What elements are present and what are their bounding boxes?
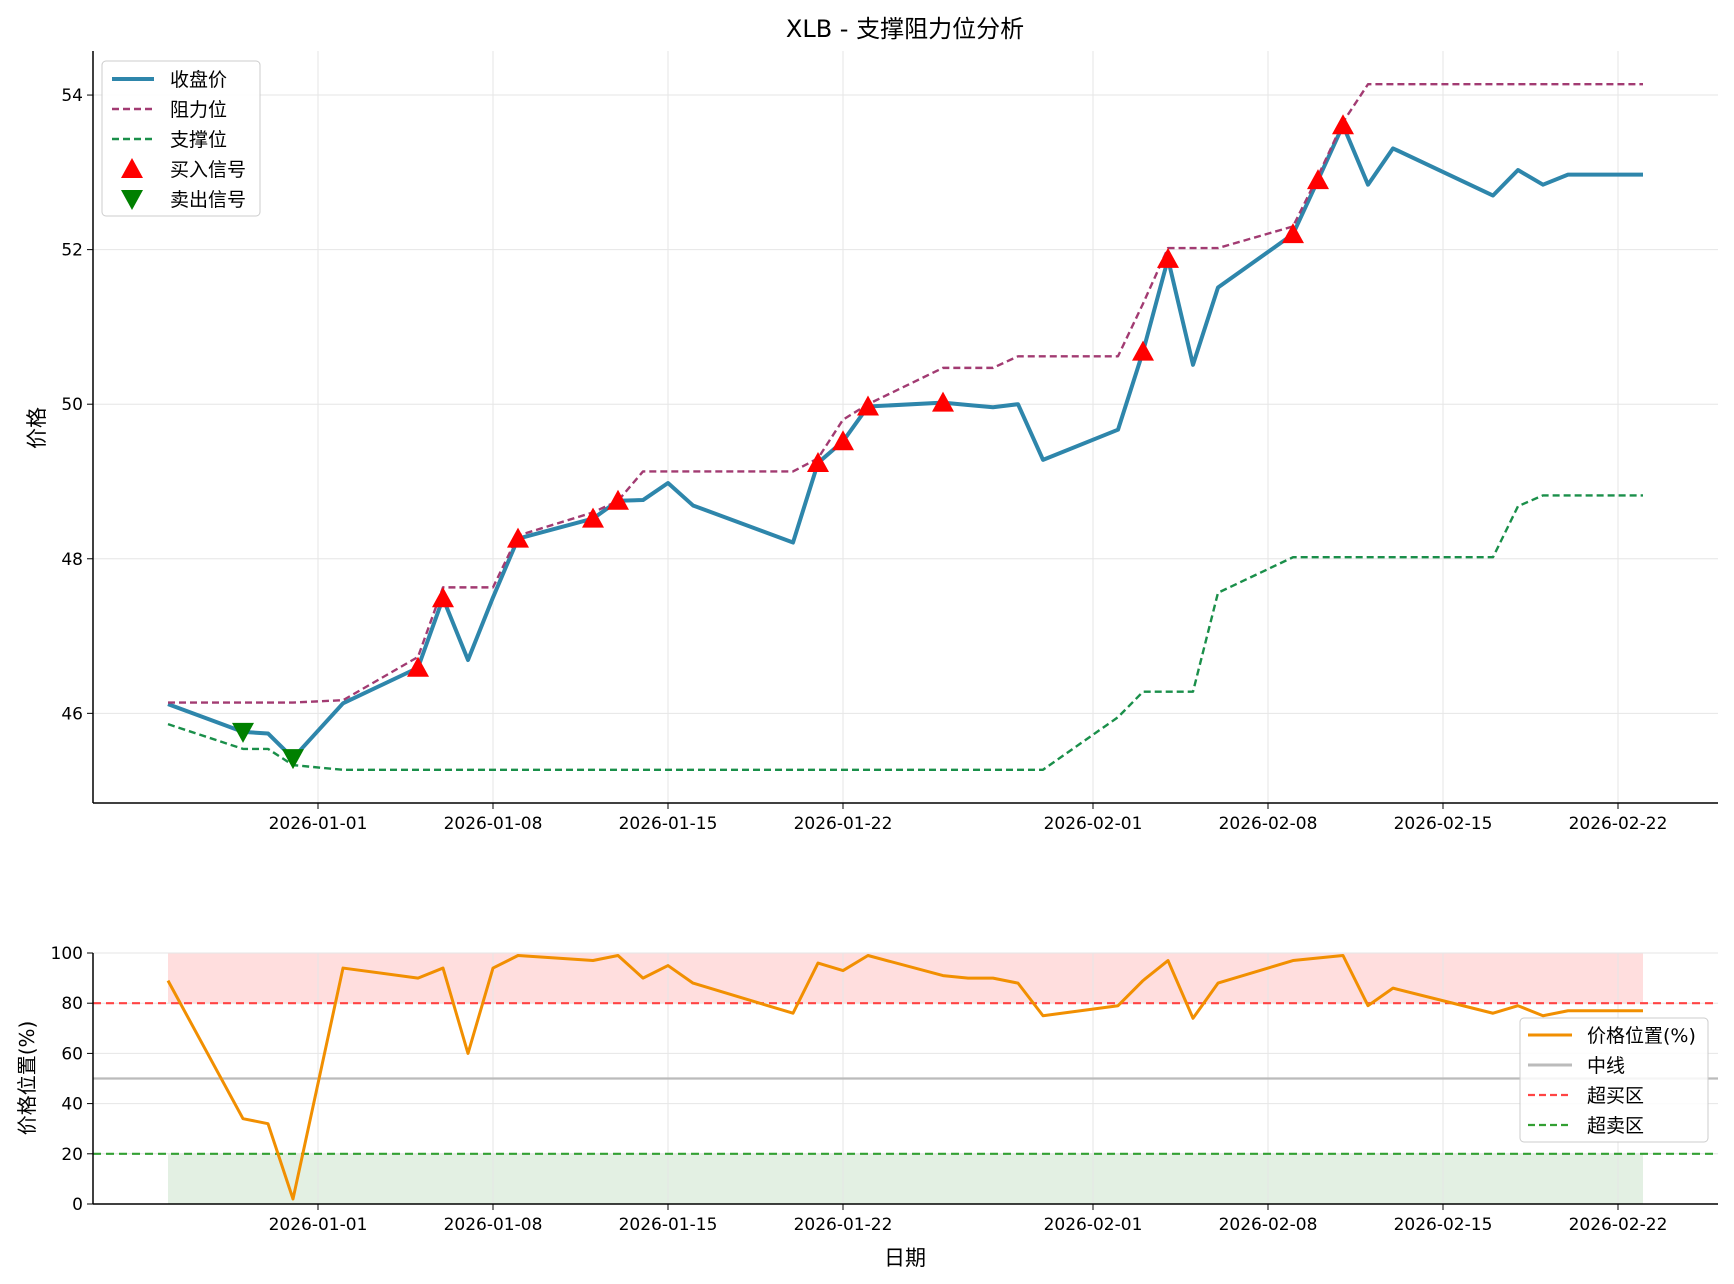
y-tick-label: 60 — [61, 1044, 83, 1064]
x-tick-label: 2026-02-01 — [1044, 1215, 1143, 1235]
x-tick-label: 2026-01-08 — [444, 1215, 543, 1235]
x-tick-label: 2026-02-15 — [1394, 814, 1493, 834]
buy-signal-marker — [807, 451, 829, 472]
buy-signal-marker — [1282, 223, 1304, 244]
legend-label: 超卖区 — [1587, 1115, 1644, 1137]
x-tick-label: 2026-02-22 — [1569, 1215, 1668, 1235]
buy-signal-marker — [582, 507, 604, 528]
y-tick-label: 100 — [51, 944, 83, 964]
legend-swatch — [121, 158, 143, 178]
buy-signal-marker — [507, 527, 529, 548]
legend-swatch — [121, 190, 143, 210]
y-tick-label: 46 — [61, 704, 83, 724]
y-tick-label: 52 — [61, 241, 83, 261]
series-line-2 — [167, 494, 1643, 771]
buy-signal-marker — [607, 489, 629, 510]
legend-label: 中线 — [1587, 1055, 1625, 1077]
x-tick-label: 2026-02-15 — [1394, 1215, 1493, 1235]
x-tick-label: 2026-01-22 — [794, 1215, 893, 1235]
legend-label: 买入信号 — [170, 159, 246, 181]
x-tick-label: 2026-02-22 — [1569, 814, 1668, 834]
x-tick-label: 2026-01-15 — [619, 814, 718, 834]
y-tick-label: 40 — [61, 1095, 83, 1115]
legend-label: 卖出信号 — [170, 189, 246, 211]
x-tick-label: 2026-02-08 — [1219, 814, 1318, 834]
buy-signal-marker — [1332, 114, 1354, 135]
y-tick-label: 48 — [61, 550, 83, 570]
x-tick-label: 2026-01-01 — [269, 814, 368, 834]
series-line-0 — [167, 123, 1643, 761]
bottom-y-axis-label: 价格位置(%) — [15, 1021, 39, 1136]
bottom-x-axis-label: 日期 — [884, 1246, 926, 1270]
buy-signal-marker — [432, 587, 454, 608]
buy-signal-marker — [857, 395, 879, 416]
buy-signal-marker — [1157, 247, 1179, 268]
y-tick-label: 80 — [61, 994, 83, 1014]
x-tick-label: 2026-01-22 — [794, 814, 893, 834]
x-tick-label: 2026-01-01 — [269, 1215, 368, 1235]
buy-signal-marker — [407, 656, 429, 677]
legend-label: 阻力位 — [170, 99, 227, 121]
y-tick-label: 50 — [61, 395, 83, 415]
sell-signal-marker — [232, 722, 254, 743]
x-tick-label: 2026-01-08 — [444, 814, 543, 834]
series-line-0 — [166, 954, 1643, 1201]
y-tick-label: 54 — [61, 86, 83, 106]
y-tick-label: 20 — [61, 1145, 83, 1165]
buy-signal-marker — [1132, 340, 1154, 361]
legend-label: 支撑位 — [170, 129, 227, 151]
y-tick-label: 0 — [72, 1195, 83, 1215]
legend-frame — [1519, 1017, 1709, 1143]
x-tick-label: 2026-01-15 — [619, 1215, 718, 1235]
legend-label: 收盘价 — [170, 69, 227, 91]
sell-signal-marker — [282, 749, 304, 770]
legend-label: 价格位置(%) — [1587, 1025, 1696, 1047]
band-1 — [168, 1153, 1643, 1204]
buy-signal-marker — [1307, 169, 1329, 190]
series-line-1 — [168, 83, 1643, 704]
x-tick-label: 2026-02-01 — [1044, 814, 1143, 834]
buy-signal-marker — [932, 391, 954, 412]
legend-label: 超买区 — [1587, 1085, 1644, 1107]
top-y-axis-label: 价格 — [25, 407, 49, 449]
buy-signal-marker — [832, 430, 854, 451]
chart-title: XLB - 支撑阻力位分析 — [786, 15, 1024, 43]
x-tick-label: 2026-02-08 — [1219, 1215, 1318, 1235]
